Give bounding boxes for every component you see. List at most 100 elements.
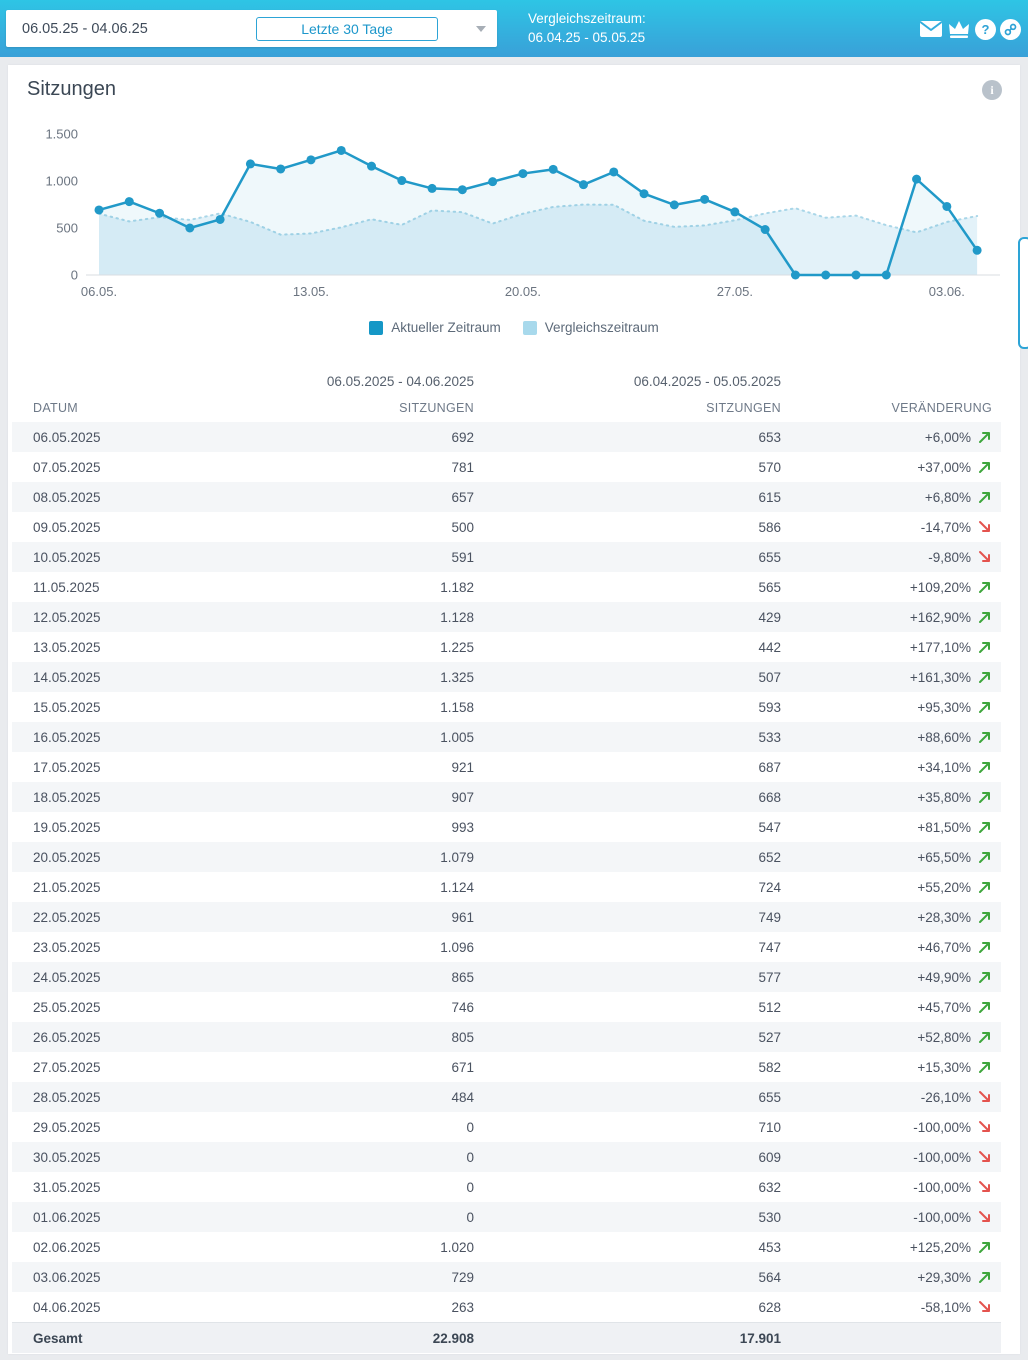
row-current-sessions: 865	[451, 969, 474, 985]
page-title: Sitzungen	[27, 78, 116, 100]
trend-up-icon	[979, 642, 990, 653]
row-date: 18.05.2025	[33, 789, 101, 805]
row-change-value: -58,10%	[920, 1299, 971, 1315]
svg-text:03.06.: 03.06.	[929, 284, 965, 299]
row-change-cell: -100,00%	[781, 1120, 1001, 1135]
row-date: 30.05.2025	[33, 1149, 101, 1165]
svg-text:13.05.: 13.05.	[293, 284, 329, 299]
table-row: 13.05.2025 1.225 442 +177,10%	[12, 632, 1001, 662]
row-comparison-sessions: 628	[758, 1299, 781, 1315]
row-change-cell: +15,30%	[781, 1060, 1001, 1075]
row-change-cell: +81,50%	[781, 820, 1001, 835]
row-comparison-sessions: 652	[758, 849, 781, 865]
trend-up-icon	[979, 972, 990, 983]
side-panel-handle[interactable]	[1018, 237, 1028, 349]
row-current-sessions: 1.096	[440, 939, 474, 955]
table-row: 02.06.2025 1.020 453 +125,20%	[12, 1232, 1001, 1262]
row-change-cell: +177,10%	[781, 640, 1001, 655]
trend-down-icon	[979, 1091, 990, 1102]
row-change-cell: +49,90%	[781, 970, 1001, 985]
crown-icon[interactable]	[947, 17, 971, 41]
row-change-value: +37,00%	[917, 459, 971, 475]
col-header-sitzungen-comparison[interactable]: SITZUNGEN	[706, 401, 781, 415]
legend-item-current[interactable]: Aktueller Zeitraum	[369, 320, 501, 335]
row-comparison-sessions: 653	[758, 429, 781, 445]
trend-up-icon	[979, 1242, 990, 1253]
row-comparison-sessions: 615	[758, 489, 781, 505]
svg-text:20.05.: 20.05.	[505, 284, 541, 299]
table-row: 31.05.2025 0 632 -100,00%	[12, 1172, 1001, 1202]
period-header-row: 06.05.2025 - 04.06.2025 06.04.2025 - 05.…	[12, 368, 1001, 394]
table-row: 20.05.2025 1.079 652 +65,50%	[12, 842, 1001, 872]
trend-down-icon	[979, 1181, 990, 1192]
table-row: 04.06.2025 263 628 -58,10%	[12, 1292, 1001, 1322]
row-change-value: +29,30%	[917, 1269, 971, 1285]
row-date: 31.05.2025	[33, 1179, 101, 1195]
row-comparison-sessions: 547	[758, 819, 781, 835]
total-label: Gesamt	[33, 1330, 83, 1346]
row-comparison-sessions: 668	[758, 789, 781, 805]
row-current-sessions: 1.020	[440, 1239, 474, 1255]
comparison-period: Vergleichszeitraum: 06.04.25 - 05.05.25	[528, 9, 646, 47]
help-icon[interactable]: ?	[975, 18, 996, 40]
row-date: 29.05.2025	[33, 1119, 101, 1135]
svg-text:1.000: 1.000	[45, 174, 78, 189]
mail-icon[interactable]	[919, 17, 943, 41]
trend-up-icon	[979, 762, 990, 773]
row-current-sessions: 0	[466, 1209, 474, 1225]
row-change-value: -26,10%	[920, 1089, 971, 1105]
date-filter-box[interactable]: 06.05.25 - 04.06.25 Letzte 30 Tage	[6, 10, 497, 47]
current-period-header: 06.05.2025 - 04.06.2025	[326, 373, 474, 389]
table-row: 26.05.2025 805 527 +52,80%	[12, 1022, 1001, 1052]
row-current-sessions: 1.225	[440, 639, 474, 655]
table-body: 06.05.2025 692 653 +6,00% 07.05.2025 781 570 +3…	[12, 422, 1001, 1322]
legend-label-comparison: Vergleichszeitraum	[544, 320, 659, 335]
row-change-value: -100,00%	[913, 1179, 971, 1195]
chevron-down-icon[interactable]	[476, 26, 486, 32]
row-change-cell: +28,30%	[781, 910, 1001, 925]
row-comparison-sessions: 527	[758, 1029, 781, 1045]
row-comparison-sessions: 533	[758, 729, 781, 745]
table-row: 01.06.2025 0 530 -100,00%	[12, 1202, 1001, 1232]
table-row: 25.05.2025 746 512 +45,70%	[12, 992, 1001, 1022]
table-row: 28.05.2025 484 655 -26,10%	[12, 1082, 1001, 1112]
row-date: 13.05.2025	[33, 639, 101, 655]
row-change-cell: -26,10%	[781, 1090, 1001, 1105]
table-row: 12.05.2025 1.128 429 +162,90%	[12, 602, 1001, 632]
sessions-chart[interactable]: 0 500 1.000 1.500 06.05. 13.05. 20.05. 27.05. 03…	[8, 120, 1020, 305]
row-date: 01.06.2025	[33, 1209, 101, 1225]
row-change-value: -100,00%	[913, 1209, 971, 1225]
col-header-sitzungen-current[interactable]: SITZUNGEN	[399, 401, 474, 415]
row-comparison-sessions: 582	[758, 1059, 781, 1075]
row-change-value: +49,90%	[917, 969, 971, 985]
row-current-sessions: 591	[451, 549, 474, 565]
row-current-sessions: 1.079	[440, 849, 474, 865]
row-change-value: +15,30%	[917, 1059, 971, 1075]
col-header-datum[interactable]: DATUM	[33, 401, 79, 415]
range-preset-button[interactable]: Letzte 30 Tage	[256, 17, 438, 41]
row-comparison-sessions: 530	[758, 1209, 781, 1225]
row-current-sessions: 657	[451, 489, 474, 505]
row-date: 16.05.2025	[33, 729, 101, 745]
row-change-cell: -100,00%	[781, 1210, 1001, 1225]
row-current-sessions: 1.128	[440, 609, 474, 625]
row-date: 14.05.2025	[33, 669, 101, 685]
legend-item-comparison[interactable]: Vergleichszeitraum	[522, 320, 659, 335]
row-change-cell: +55,20%	[781, 880, 1001, 895]
sessions-panel: Sitzungen i 0 500 1.000 1.500 06.05. 13.05. 20…	[8, 65, 1020, 1354]
row-comparison-sessions: 442	[758, 639, 781, 655]
link-icon[interactable]	[1000, 18, 1021, 40]
row-comparison-sessions: 724	[758, 879, 781, 895]
row-change-value: +161,30%	[909, 669, 971, 685]
info-icon[interactable]: i	[982, 80, 1002, 100]
date-range-value[interactable]: 06.05.25 - 04.06.25	[22, 20, 148, 37]
sessions-table: 06.05.2025 - 04.06.2025 06.04.2025 - 05.…	[12, 368, 1001, 1353]
row-current-sessions: 1.124	[440, 879, 474, 895]
trend-up-icon	[979, 492, 990, 503]
trend-up-icon	[979, 852, 990, 863]
comparison-period-swatch	[522, 320, 537, 335]
col-header-veraenderung[interactable]: VERÄNDERUNG	[891, 401, 992, 415]
svg-text:06.05.: 06.05.	[81, 284, 117, 299]
row-date: 22.05.2025	[33, 909, 101, 925]
trend-up-icon	[979, 582, 990, 593]
